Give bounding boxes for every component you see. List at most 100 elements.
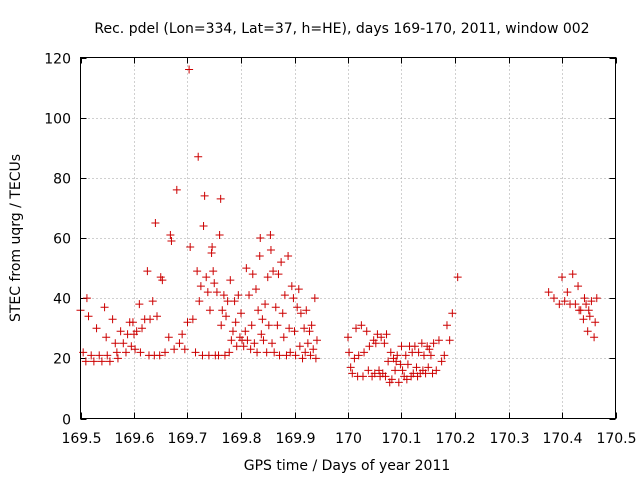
data-point xyxy=(158,276,167,285)
data-point xyxy=(268,339,277,348)
data-point xyxy=(277,258,286,267)
data-point xyxy=(590,333,599,342)
data-point xyxy=(262,348,271,357)
data-point xyxy=(232,342,241,351)
data-point xyxy=(370,369,379,378)
data-point xyxy=(384,357,393,366)
data-point xyxy=(193,267,202,276)
data-point xyxy=(279,333,288,342)
data-point xyxy=(377,333,386,342)
data-point xyxy=(592,294,601,303)
y-axis-ticks: 0 20 40 60 80 100 120 xyxy=(44,52,616,429)
data-point xyxy=(278,309,287,318)
data-point xyxy=(215,230,224,239)
data-point xyxy=(284,252,293,261)
data-point xyxy=(231,318,240,327)
data-point xyxy=(151,218,160,227)
data-point xyxy=(195,297,204,306)
data-point xyxy=(167,237,176,246)
data-point xyxy=(442,321,451,330)
data-point xyxy=(113,354,122,363)
data-point xyxy=(199,221,208,230)
data-point xyxy=(208,243,217,252)
data-point xyxy=(234,291,243,300)
data-point xyxy=(290,327,299,336)
data-point xyxy=(309,345,318,354)
data-point xyxy=(591,318,600,327)
data-point xyxy=(92,324,101,333)
data-point xyxy=(380,339,389,348)
data-point xyxy=(170,345,179,354)
data-point xyxy=(582,300,591,309)
data-point xyxy=(394,378,403,387)
data-point xyxy=(419,351,428,360)
data-point xyxy=(393,351,402,360)
data-point xyxy=(345,348,354,357)
data-point xyxy=(403,360,412,369)
data-point xyxy=(410,342,419,351)
data-point xyxy=(200,191,209,200)
data-point xyxy=(273,321,282,330)
data-point xyxy=(89,357,98,366)
data-point xyxy=(584,306,593,315)
data-point xyxy=(263,273,272,282)
data-point xyxy=(111,339,120,348)
data-point xyxy=(264,321,273,330)
data-point xyxy=(256,234,265,242)
data-point xyxy=(205,306,214,315)
data-point xyxy=(191,348,200,357)
data-point xyxy=(305,327,314,336)
data-point xyxy=(108,315,117,324)
data-point xyxy=(266,230,275,239)
data-point xyxy=(261,300,270,309)
data-point xyxy=(414,348,423,357)
x-tick-label: 170.4 xyxy=(542,431,582,447)
data-point xyxy=(219,291,228,300)
data-point xyxy=(434,336,443,345)
data-point xyxy=(116,327,125,336)
data-point xyxy=(175,339,184,348)
x-tick-label: 170.5 xyxy=(596,431,636,447)
data-point xyxy=(274,270,283,279)
data-point xyxy=(202,273,211,282)
data-point xyxy=(453,273,462,282)
data-point xyxy=(448,309,457,318)
data-point xyxy=(271,303,280,312)
data-point xyxy=(186,243,195,252)
data-point xyxy=(307,321,316,330)
x-tick-label: 170.2 xyxy=(435,431,475,447)
data-point xyxy=(402,375,411,384)
data-point xyxy=(209,267,218,276)
data-point xyxy=(401,351,410,360)
data-point xyxy=(397,342,406,351)
chart-title: Rec. pdel (Lon=334, Lat=37, h=HE), days … xyxy=(94,21,589,37)
data-point xyxy=(350,354,359,363)
data-point xyxy=(185,65,194,74)
data-point xyxy=(312,336,321,345)
data-point xyxy=(295,342,304,351)
data-point xyxy=(266,246,275,255)
data-point xyxy=(310,294,319,303)
data-point xyxy=(216,194,225,203)
y-tick-label: 40 xyxy=(53,292,71,308)
data-point xyxy=(103,351,112,360)
data-point xyxy=(226,276,235,285)
data-point xyxy=(396,360,405,369)
x-tick-label: 169.5 xyxy=(61,431,101,447)
data-point xyxy=(138,324,147,333)
data-point xyxy=(121,348,130,357)
data-point xyxy=(218,306,227,315)
data-point xyxy=(437,357,446,366)
y-tick-label: 120 xyxy=(44,52,71,68)
data-point xyxy=(243,336,252,345)
data-point xyxy=(348,369,357,378)
data-point xyxy=(242,264,251,273)
x-tick-label: 170.1 xyxy=(381,431,421,447)
plot-frame xyxy=(80,57,616,419)
data-point xyxy=(119,339,128,348)
data-point xyxy=(289,294,298,303)
x-axis-ticks: 169.5 169.6 169.7 169.8 169.9 170 170.1 170.2 17… xyxy=(61,57,637,447)
data-point xyxy=(293,303,302,312)
data-point xyxy=(544,288,553,297)
